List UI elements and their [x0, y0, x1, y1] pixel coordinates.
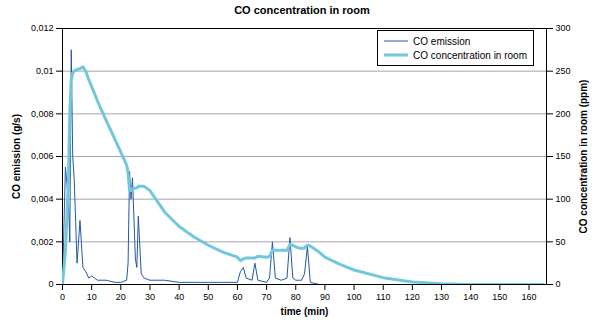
svg-text:0,002: 0,002	[31, 237, 54, 247]
svg-text:60: 60	[232, 292, 242, 302]
svg-text:300: 300	[556, 23, 571, 33]
svg-text:0,006: 0,006	[31, 151, 54, 161]
svg-text:90: 90	[320, 292, 330, 302]
svg-text:150: 150	[556, 151, 571, 161]
svg-text:20: 20	[116, 292, 126, 302]
svg-text:0: 0	[556, 279, 561, 289]
svg-text:0: 0	[48, 279, 53, 289]
svg-text:130: 130	[434, 292, 449, 302]
svg-text:160: 160	[521, 292, 536, 302]
svg-text:30: 30	[145, 292, 155, 302]
svg-text:10: 10	[87, 292, 97, 302]
svg-text:110: 110	[376, 292, 390, 302]
svg-text:100: 100	[347, 292, 362, 302]
svg-text:200: 200	[556, 109, 571, 119]
svg-text:0,012: 0,012	[31, 23, 54, 33]
svg-text:250: 250	[556, 66, 571, 76]
svg-text:40: 40	[174, 292, 184, 302]
svg-text:time (min): time (min)	[281, 306, 329, 317]
svg-text:150: 150	[492, 292, 507, 302]
svg-text:0,01: 0,01	[36, 66, 54, 76]
svg-text:120: 120	[405, 292, 420, 302]
html-text:CO emission: CO emission	[413, 35, 471, 47]
svg-text:140: 140	[463, 292, 478, 302]
svg-text:100: 100	[556, 194, 571, 204]
svg-text:0: 0	[60, 292, 65, 302]
svg-text:50: 50	[556, 237, 566, 247]
svg-text:CO concentration in room (ppm): CO concentration in room (ppm)	[578, 80, 589, 234]
svg-text:50: 50	[203, 292, 213, 302]
svg-text:70: 70	[262, 292, 272, 302]
svg-text:0,004: 0,004	[31, 194, 54, 204]
html-text:CO concentration in room: CO concentration in room	[413, 49, 527, 61]
html-text:CO concentration in room: CO concentration in room	[234, 4, 370, 16]
svg-text:0,008: 0,008	[31, 109, 54, 119]
svg-text:CO emission (g/s): CO emission (g/s)	[11, 114, 22, 199]
svg-text:80: 80	[291, 292, 301, 302]
